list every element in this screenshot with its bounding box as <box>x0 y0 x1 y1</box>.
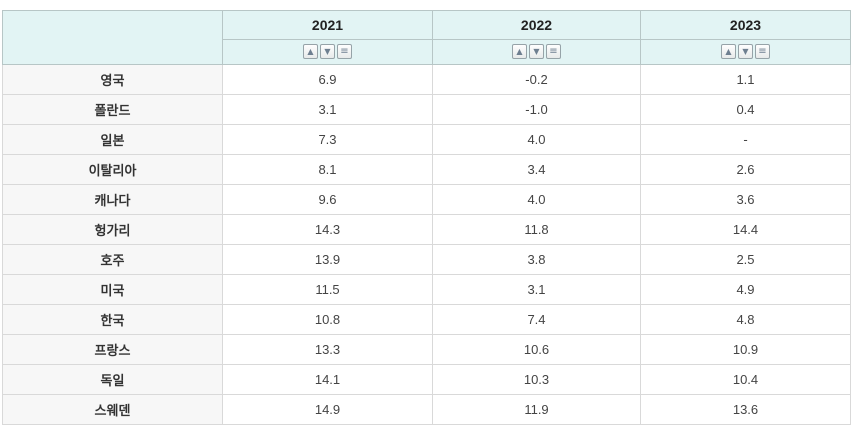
sort-controls-2022: ▲ ▼ ≡ <box>432 39 641 65</box>
sort-controls-2023: ▲ ▼ ≡ <box>640 39 851 65</box>
table-row: 영국 6.9 -0.2 1.1 <box>2 64 851 95</box>
row-header: 폴란드 <box>2 94 223 125</box>
value-cell: 8.1 <box>222 154 433 185</box>
sort-controls-2021: ▲ ▼ ≡ <box>222 39 433 65</box>
table-row: 헝가리 14.3 11.8 14.4 <box>2 214 851 245</box>
value-cell: 11.9 <box>432 394 641 425</box>
value-cell: 11.5 <box>222 274 433 305</box>
row-header: 영국 <box>2 64 223 95</box>
row-header: 헝가리 <box>2 214 223 245</box>
row-header: 독일 <box>2 364 223 395</box>
value-cell: 10.3 <box>432 364 641 395</box>
value-cell: 7.3 <box>222 124 433 155</box>
table-row: 미국 11.5 3.1 4.9 <box>2 274 851 305</box>
value-cell: 6.9 <box>222 64 433 95</box>
year-header-2023: 2023 <box>640 10 851 40</box>
table-row: 호주 13.9 3.8 2.5 <box>2 244 851 275</box>
row-header: 일본 <box>2 124 223 155</box>
value-cell: 14.1 <box>222 364 433 395</box>
year-header-2021: 2021 <box>222 10 433 40</box>
sort-desc-icon[interactable]: ▼ <box>320 44 335 60</box>
sort-controls-row: ▲ ▼ ≡ ▲ ▼ ≡ ▲ ▼ ≡ <box>3 39 851 65</box>
row-header: 스웨덴 <box>2 394 223 425</box>
value-cell: 11.8 <box>432 214 641 245</box>
sort-menu-icon[interactable]: ≡ <box>337 44 352 60</box>
year-header-2022: 2022 <box>432 10 641 40</box>
sort-asc-icon[interactable]: ▲ <box>512 44 527 60</box>
corner-header-cell <box>2 10 223 65</box>
value-cell: 4.0 <box>432 184 641 215</box>
row-header: 호주 <box>2 244 223 275</box>
value-cell: 1.1 <box>640 64 851 95</box>
row-header: 미국 <box>2 274 223 305</box>
value-cell: 9.6 <box>222 184 433 215</box>
sort-asc-icon[interactable]: ▲ <box>721 44 736 60</box>
value-cell: 14.3 <box>222 214 433 245</box>
value-cell: 10.6 <box>432 334 641 365</box>
value-cell: 4.9 <box>640 274 851 305</box>
value-cell: 10.4 <box>640 364 851 395</box>
table-row: 일본 7.3 4.0 - <box>2 124 851 155</box>
row-header: 이탈리아 <box>2 154 223 185</box>
value-cell: 13.3 <box>222 334 433 365</box>
value-cell: 13.6 <box>640 394 851 425</box>
value-cell: 7.4 <box>432 304 641 335</box>
value-cell: 0.4 <box>640 94 851 125</box>
value-cell: 14.9 <box>222 394 433 425</box>
value-cell: 13.9 <box>222 244 433 275</box>
row-header: 프랑스 <box>2 334 223 365</box>
sort-asc-icon[interactable]: ▲ <box>303 44 318 60</box>
sort-desc-icon[interactable]: ▼ <box>529 44 544 60</box>
year-header-row: 2021 2022 2023 <box>2 10 851 65</box>
value-cell: - <box>640 124 851 155</box>
value-cell: 3.1 <box>222 94 433 125</box>
table-row: 한국 10.8 7.4 4.8 <box>2 304 851 335</box>
value-cell: 14.4 <box>640 214 851 245</box>
table-row: 프랑스 13.3 10.6 10.9 <box>2 334 851 365</box>
table-row: 캐나다 9.6 4.0 3.6 <box>2 184 851 215</box>
value-cell: 3.6 <box>640 184 851 215</box>
value-cell: 3.8 <box>432 244 641 275</box>
sort-desc-icon[interactable]: ▼ <box>738 44 753 60</box>
row-header: 한국 <box>2 304 223 335</box>
value-cell: -1.0 <box>432 94 641 125</box>
value-cell: 2.5 <box>640 244 851 275</box>
row-header: 캐나다 <box>2 184 223 215</box>
sort-menu-icon[interactable]: ≡ <box>546 44 561 60</box>
value-cell: 4.8 <box>640 304 851 335</box>
value-cell: 10.8 <box>222 304 433 335</box>
sort-menu-icon[interactable]: ≡ <box>755 44 770 60</box>
table-row: 스웨덴 14.9 11.9 13.6 <box>2 394 851 425</box>
value-cell: 2.6 <box>640 154 851 185</box>
data-table: 2021 2022 2023 ▲ ▼ ≡ ▲ ▼ ≡ ▲ ▼ ≡ 영국 6.9 -0.2 <box>2 10 851 425</box>
value-cell: 10.9 <box>640 334 851 365</box>
value-cell: -0.2 <box>432 64 641 95</box>
table-row: 독일 14.1 10.3 10.4 <box>2 364 851 395</box>
table-row: 이탈리아 8.1 3.4 2.6 <box>2 154 851 185</box>
value-cell: 4.0 <box>432 124 641 155</box>
table-row: 폴란드 3.1 -1.0 0.4 <box>2 94 851 125</box>
value-cell: 3.4 <box>432 154 641 185</box>
value-cell: 3.1 <box>432 274 641 305</box>
